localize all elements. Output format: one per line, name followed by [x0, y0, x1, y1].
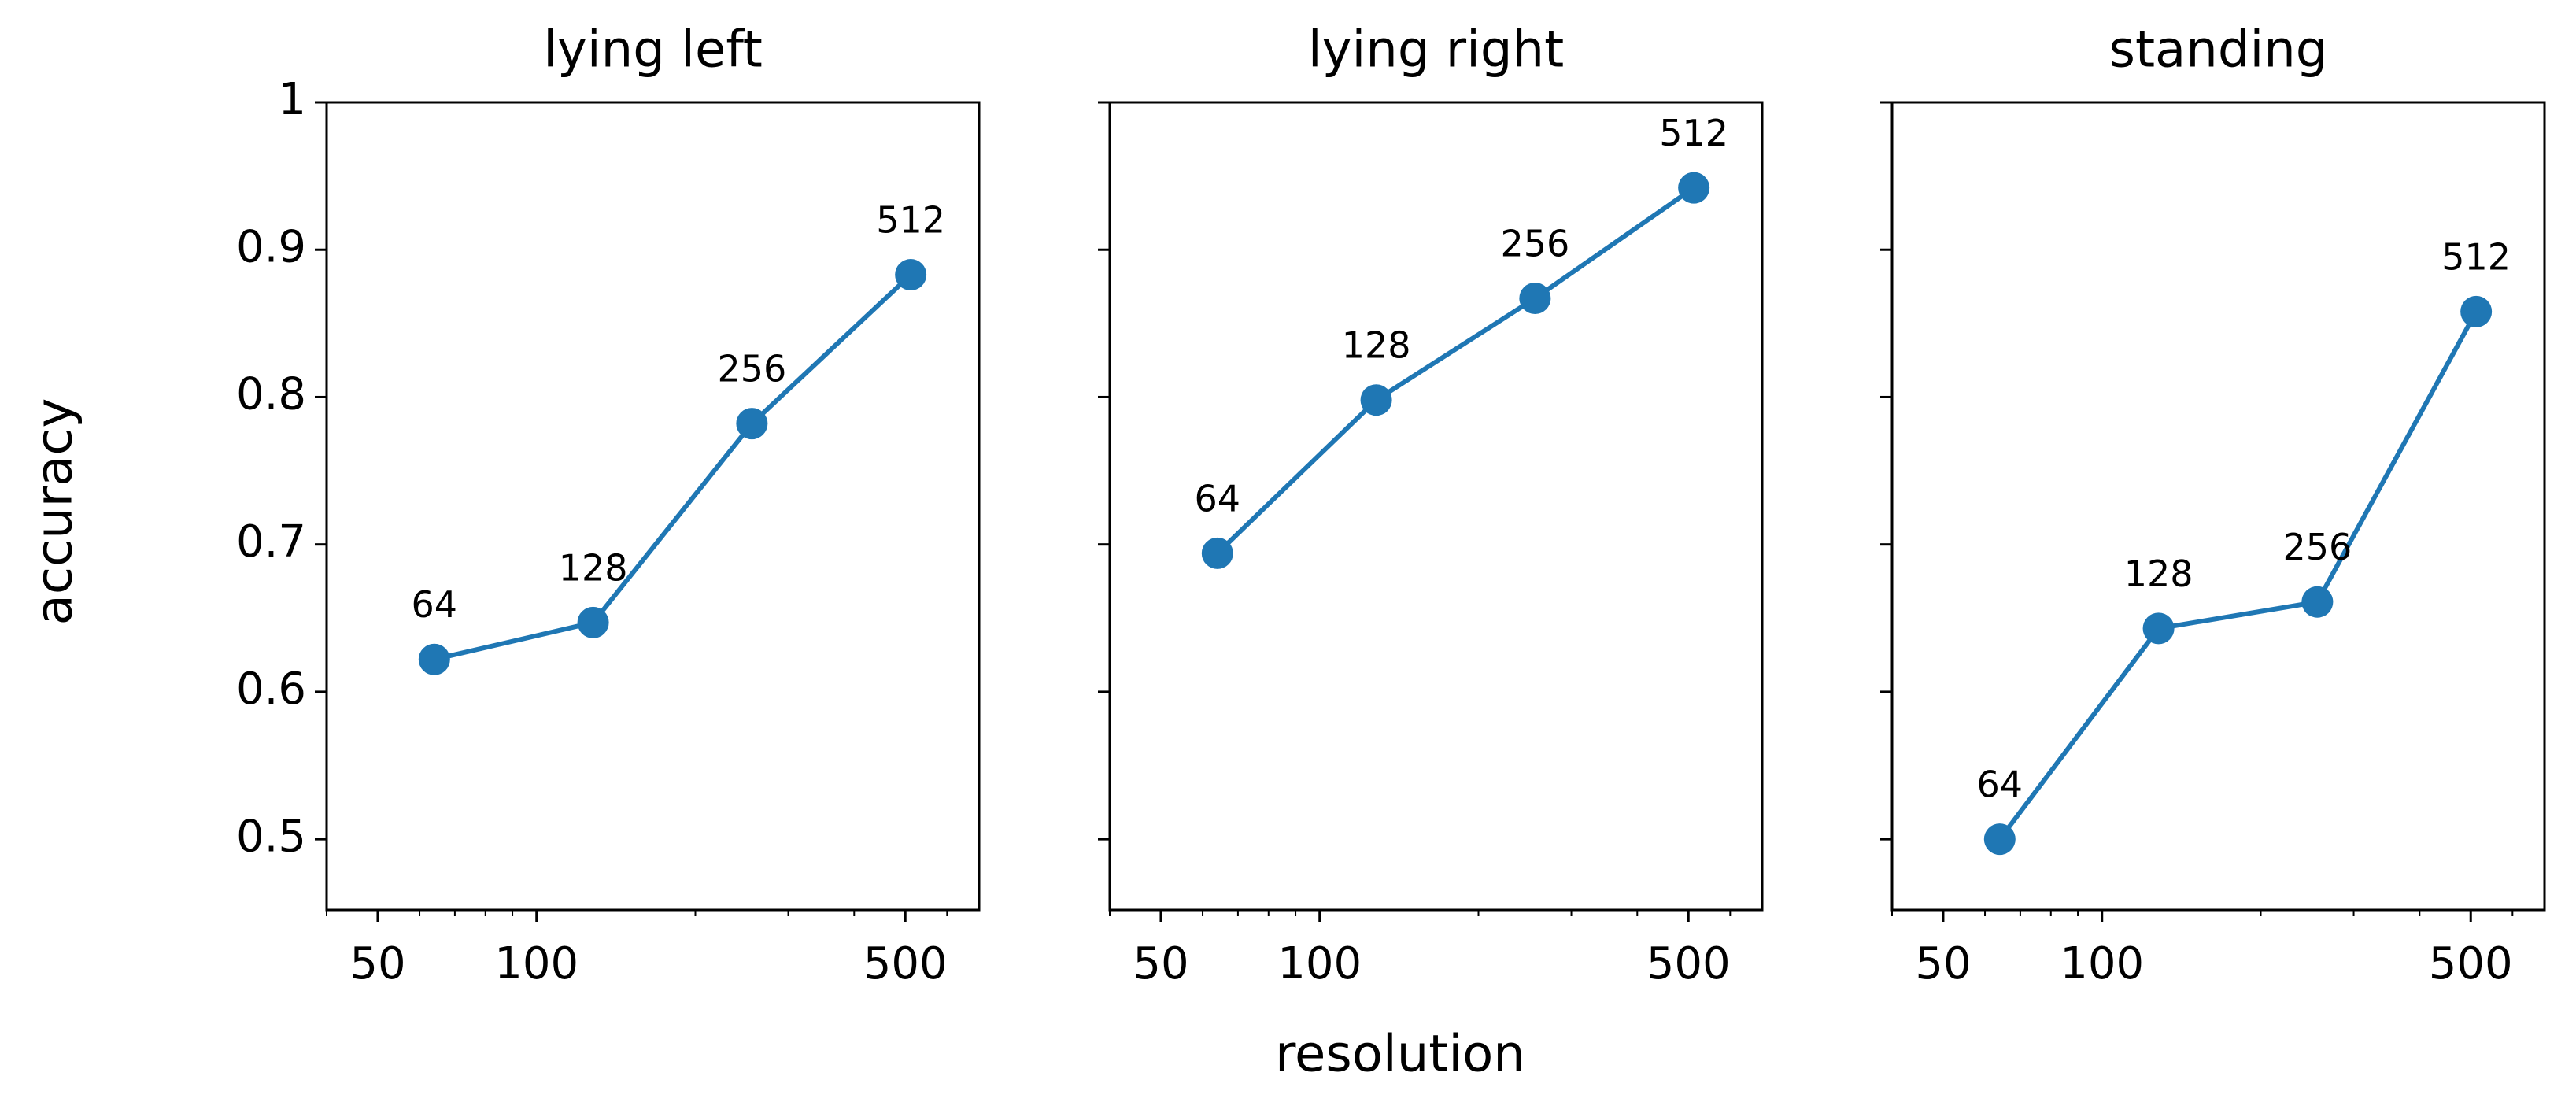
y-tick-label: 1 — [278, 74, 306, 125]
data-point — [2142, 612, 2175, 645]
y-tick-label: 0.5 — [236, 811, 306, 862]
x-tick-label: 100 — [1277, 938, 1362, 989]
point-annotation: 512 — [2441, 235, 2511, 278]
x-tick-label: 100 — [2060, 938, 2144, 989]
point-annotation: 256 — [717, 348, 786, 390]
x-tick-label: 50 — [1133, 938, 1188, 989]
data-point — [2301, 586, 2334, 618]
point-annotation: 256 — [2282, 526, 2352, 568]
x-tick-label: 500 — [1646, 938, 1731, 989]
point-annotation: 128 — [1342, 324, 1411, 367]
point-annotation: 64 — [1977, 764, 2023, 806]
x-tick-label: 500 — [863, 938, 948, 989]
point-annotation: 512 — [1659, 112, 1728, 154]
data-point — [895, 259, 927, 291]
point-annotation: 128 — [2124, 553, 2193, 595]
data-line — [1215, 186, 1695, 556]
data-point — [1678, 172, 1710, 204]
point-annotation: 512 — [876, 199, 945, 242]
data-point — [418, 643, 450, 675]
x-axis-label: resolution — [1275, 1026, 1525, 1084]
panel-title: lying left — [543, 21, 763, 80]
plot-frame — [1108, 101, 1764, 912]
y-tick-label: 0.7 — [236, 516, 306, 568]
y-tick-label: 0.6 — [236, 664, 306, 715]
point-annotation: 64 — [412, 583, 458, 626]
x-tick-label: 50 — [1915, 938, 1971, 989]
y-axis-label: accuracy — [26, 398, 84, 626]
data-point — [736, 408, 768, 440]
data-line — [1998, 310, 2478, 841]
y-tick-label: 0.9 — [236, 221, 306, 272]
x-tick-label: 100 — [494, 938, 578, 989]
x-tick-label: 500 — [2429, 938, 2513, 989]
panel-title: lying right — [1308, 21, 1564, 80]
data-point — [2460, 295, 2493, 327]
y-tick-label: 0.8 — [236, 369, 306, 420]
plot-frame — [325, 101, 981, 912]
data-point — [577, 606, 609, 638]
point-annotation: 256 — [1500, 223, 1569, 265]
data-point — [1201, 537, 1233, 569]
point-annotation: 128 — [559, 546, 628, 589]
point-annotation: 64 — [1195, 477, 1241, 520]
data-point — [1983, 823, 2016, 856]
x-tick-label: 50 — [349, 938, 405, 989]
data-line — [434, 272, 913, 662]
data-point — [1519, 283, 1551, 315]
data-point — [1360, 384, 1392, 416]
panel-title: standing — [2109, 21, 2328, 80]
plot-frame — [1890, 101, 2546, 912]
